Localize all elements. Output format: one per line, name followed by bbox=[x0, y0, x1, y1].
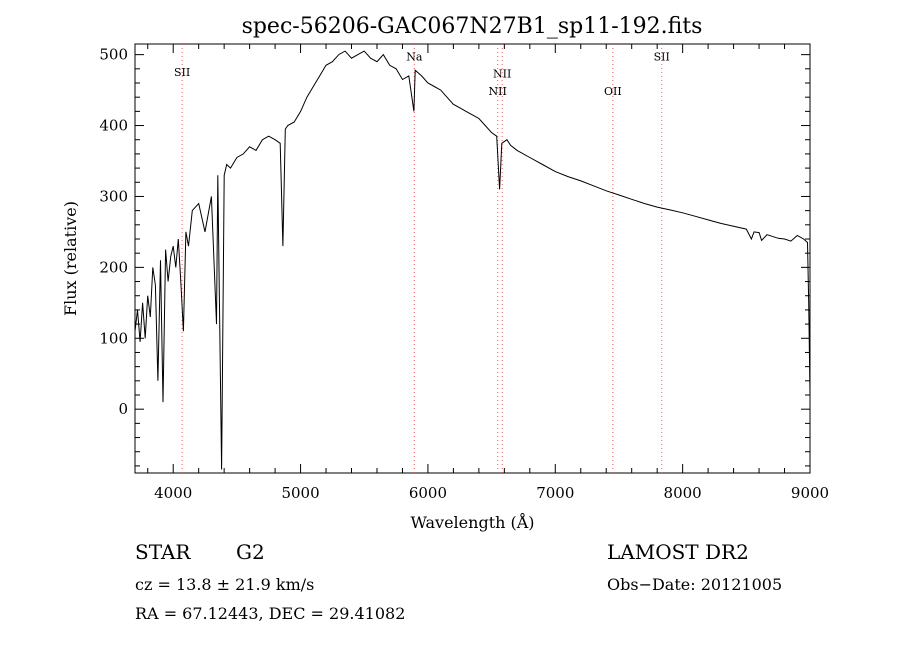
line-label-2: NII bbox=[493, 67, 511, 80]
y-tick-label-3: 300 bbox=[99, 187, 128, 205]
plot-frame bbox=[134, 43, 811, 474]
x-tick-label-0: 4000 bbox=[154, 484, 192, 502]
y-tick-label-4: 400 bbox=[99, 117, 128, 135]
line-label-0: SII bbox=[174, 66, 190, 79]
x-tick-label-5: 9000 bbox=[791, 484, 829, 502]
y-tick-label-1: 100 bbox=[99, 329, 128, 347]
x-axis-label: Wavelength (Å) bbox=[410, 512, 534, 532]
line-label-1: Na bbox=[406, 50, 423, 63]
object-subclass: G2 bbox=[236, 540, 265, 564]
x-tick-label-4: 8000 bbox=[664, 484, 702, 502]
spectrum-line bbox=[134, 50, 811, 470]
y-tick-label-5: 500 bbox=[99, 46, 128, 64]
line-label-4: OII bbox=[604, 85, 622, 98]
survey-name: LAMOST DR2 bbox=[607, 540, 749, 564]
chart-title: spec-56206-GAC067N27B1_sp11-192.fits bbox=[242, 14, 703, 39]
coordinates-text: RA = 67.12443, DEC = 29.41082 bbox=[135, 604, 406, 623]
x-tick-label-1: 5000 bbox=[281, 484, 319, 502]
y-axis-label: Flux (relative) bbox=[61, 201, 80, 316]
redshift-text: cz = 13.8 ± 21.9 km/s bbox=[135, 575, 315, 594]
x-tick-label-3: 7000 bbox=[536, 484, 574, 502]
obs-date-text: Obs−Date: 20121005 bbox=[607, 575, 783, 594]
line-label-5: SII bbox=[654, 50, 670, 63]
x-tick-label-2: 6000 bbox=[409, 484, 447, 502]
object-class: STAR bbox=[135, 540, 191, 564]
y-tick-label-2: 200 bbox=[99, 258, 128, 276]
y-tick-label-0: 0 bbox=[118, 400, 128, 418]
line-label-3: NII bbox=[489, 85, 507, 98]
